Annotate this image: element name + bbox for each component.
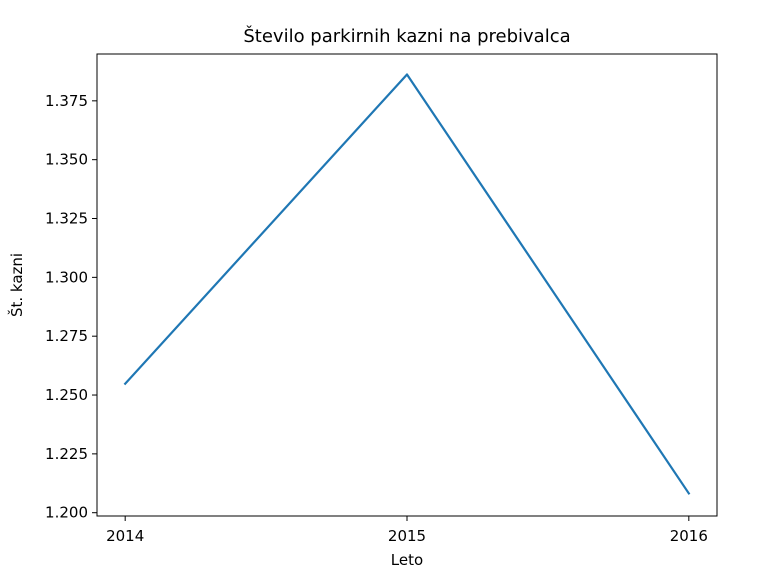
x-tick-label: 2016 — [670, 527, 708, 545]
x-tick-label: 2014 — [106, 527, 144, 545]
y-tick-label: 1.300 — [45, 268, 88, 286]
x-axis-label: Leto — [391, 551, 423, 569]
y-tick-label: 1.350 — [45, 151, 88, 169]
y-tick-label: 1.275 — [45, 327, 88, 345]
y-tick-label: 1.225 — [45, 445, 88, 463]
y-tick-label: 1.250 — [45, 386, 88, 404]
plot-area-frame — [96, 53, 718, 517]
y-tick-label: 1.200 — [45, 504, 88, 522]
x-axis: 2014 2015 2016 — [106, 516, 708, 545]
y-tick-label: 1.375 — [45, 92, 88, 110]
y-axis-label: Št. kazni — [7, 253, 26, 317]
y-axis: 1.200 1.225 1.250 1.275 1.300 1.325 1.350 1.375 — [45, 92, 97, 522]
series-line — [123, 73, 691, 495]
chart-title: Število parkirnih kazni na prebivalca — [243, 25, 570, 47]
y-tick-label: 1.325 — [45, 210, 88, 228]
x-tick-label: 2015 — [388, 527, 426, 545]
series-layer — [123, 73, 691, 495]
